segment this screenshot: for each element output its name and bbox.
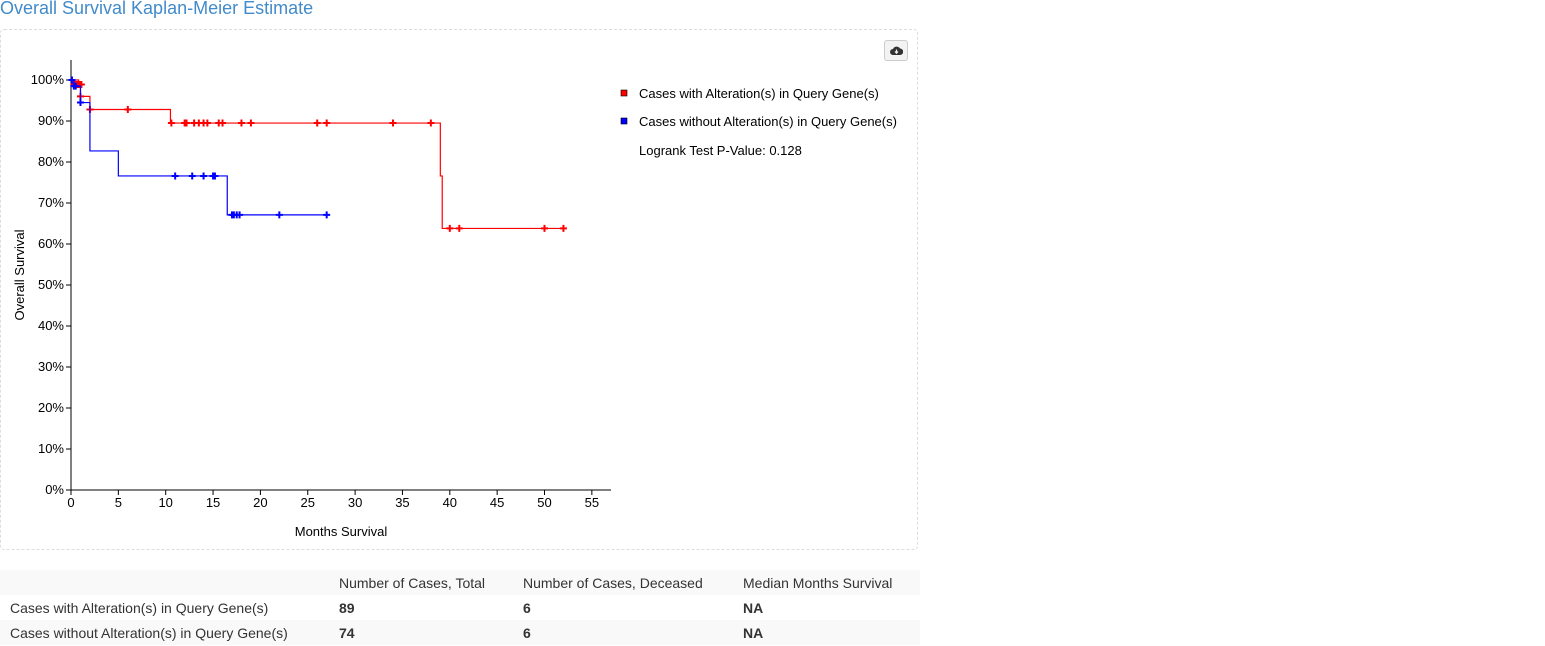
x-axis: 0 5 10 15 20 25 30 35 40 45 50 55: [67, 489, 611, 510]
legend-label-unaltered[interactable]: Cases without Alteration(s) in Query Gen…: [639, 114, 897, 129]
y-tick-label: 40%: [38, 318, 64, 333]
legend-swatch-altered[interactable]: [620, 89, 628, 97]
x-tick-label: 35: [395, 495, 409, 510]
y-tick-label: 60%: [38, 236, 64, 251]
table-header: Median Months Survival: [743, 574, 893, 591]
censor-mark: [76, 99, 84, 107]
series-altered: [70, 79, 567, 232]
censor-mark: [188, 172, 196, 180]
table-row: Cases without Alteration(s) in Query Gen…: [0, 620, 920, 645]
table-cell: Cases with Alteration(s) in Query Gene(s…: [10, 599, 269, 616]
censor-mark: [313, 119, 321, 127]
table-cell: 6: [523, 624, 531, 641]
censor-mark: [183, 119, 191, 127]
legend-label-altered[interactable]: Cases with Alteration(s) in Query Gene(s…: [639, 86, 879, 101]
x-tick-label: 10: [158, 495, 172, 510]
x-axis-label: Months Survival: [295, 524, 388, 539]
series-unaltered: [68, 76, 331, 219]
x-tick-label: 45: [490, 495, 504, 510]
table-cell: NA: [743, 599, 764, 616]
table-header: Number of Cases, Deceased: [523, 574, 703, 591]
survival-curve: [71, 79, 327, 216]
y-tick-label: 30%: [38, 359, 64, 374]
censor-mark: [211, 172, 219, 180]
censor-mark: [236, 211, 244, 219]
table-header-row: Number of Cases, Total Number of Cases, …: [0, 570, 920, 595]
censor-mark: [203, 119, 211, 127]
download-button[interactable]: [884, 40, 908, 61]
table-header: [0, 570, 339, 595]
x-tick-label: 15: [206, 495, 220, 510]
summary-table: Number of Cases, Total Number of Cases, …: [0, 570, 920, 645]
censor-mark: [247, 119, 255, 127]
censor-mark: [171, 172, 179, 180]
legend-swatch-unaltered[interactable]: [620, 117, 628, 125]
x-tick-label: 40: [443, 495, 457, 510]
chart-panel: [0, 29, 918, 550]
censor-mark: [541, 224, 548, 232]
x-tick-label: 20: [253, 495, 267, 510]
censor-mark: [200, 172, 208, 180]
x-tick-label: 30: [348, 495, 362, 510]
y-tick-label: 100%: [31, 72, 65, 87]
censor-mark: [72, 82, 80, 90]
censor-mark: [446, 224, 454, 232]
logrank-pvalue: Logrank Test P-Value: 0.128: [639, 143, 802, 158]
censor-mark: [275, 211, 283, 219]
table-cell: Cases without Alteration(s) in Query Gen…: [10, 624, 288, 641]
x-tick-label: 5: [115, 495, 122, 510]
censor-mark: [167, 119, 175, 127]
censor-mark: [124, 106, 132, 114]
table-cell: 6: [523, 599, 531, 616]
table-cell: 89: [339, 599, 355, 616]
km-chart: 0% 10% 20% 30% 40% 50% 60% 70% 80% 90% 100% 0 5 10 15…: [12, 60, 897, 539]
y-tick-label: 20%: [38, 400, 64, 415]
censor-mark: [68, 76, 76, 84]
censor-mark: [219, 119, 227, 127]
y-tick-label: 10%: [38, 441, 64, 456]
x-tick-label: 0: [67, 495, 74, 510]
y-tick-label: 90%: [38, 113, 64, 128]
table-row: Cases with Alteration(s) in Query Gene(s…: [0, 595, 920, 620]
censor-mark: [77, 81, 85, 89]
x-tick-label: 50: [537, 495, 551, 510]
x-tick-label: 25: [301, 495, 315, 510]
survival-curve: [71, 79, 564, 230]
censor-mark: [559, 224, 567, 232]
page-title: Overall Survival Kaplan-Meier Estimate: [0, 0, 314, 18]
cloud-download-icon: [890, 46, 903, 55]
legend: Cases with Alteration(s) in Query Gene(s…: [620, 86, 897, 158]
censor-mark: [455, 224, 463, 232]
censor-mark: [323, 211, 331, 219]
x-tick-label: 55: [585, 495, 599, 510]
table-cell: NA: [743, 624, 764, 641]
y-tick-label: 50%: [38, 277, 64, 292]
y-tick-label: 0%: [45, 482, 64, 497]
censor-mark: [427, 119, 435, 127]
table-header: Number of Cases, Total: [339, 574, 486, 591]
table-cell: 74: [339, 624, 355, 641]
censor-mark: [323, 119, 331, 127]
censor-mark: [237, 119, 245, 127]
censor-mark: [389, 119, 397, 127]
y-axis-label: Overall Survival: [12, 229, 27, 320]
y-tick-label: 70%: [38, 195, 64, 210]
y-tick-label: 80%: [38, 154, 64, 169]
y-axis: 0% 10% 20% 30% 40% 50% 60% 70% 80% 90% 100%: [31, 60, 72, 497]
series-group: [68, 76, 567, 232]
